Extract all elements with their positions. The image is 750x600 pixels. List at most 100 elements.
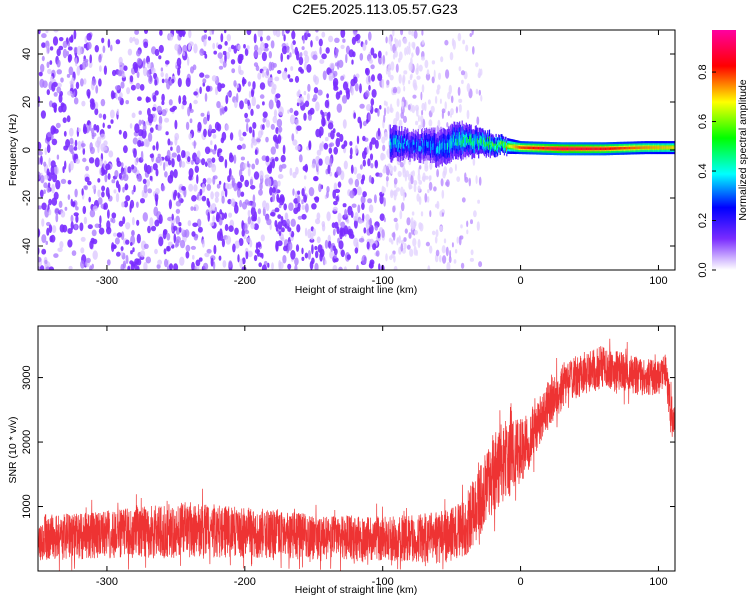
spectrogram-noise-cell	[362, 135, 366, 142]
spectrogram-signal-cell	[400, 143, 402, 149]
spectrogram-signal-cell	[512, 145, 515, 149]
spectrogram-signal-cell	[602, 147, 604, 150]
spectrogram-noise-cell	[353, 112, 357, 119]
spectrogram-signal-cell	[391, 142, 393, 150]
spectrogram-noise-cell	[238, 129, 242, 138]
spectrogram-signal-cell	[407, 139, 409, 145]
spectrogram-signal-cell	[520, 146, 522, 149]
spectrogram-noise-cell	[209, 163, 215, 168]
spectrogram-signal-cell	[556, 147, 558, 150]
spectrogram-fade-cell	[415, 67, 419, 75]
spectrogram-fade-cell	[466, 220, 469, 228]
spectrogram-fade-cell	[408, 80, 411, 85]
spectrogram-fade-cell	[406, 217, 411, 226]
spectrogram-fade-cell	[421, 84, 425, 93]
spectrogram-noise-cell	[265, 155, 270, 163]
snr-y-tick-label: 3000	[21, 365, 33, 389]
spectrogram-signal-cell	[405, 142, 407, 148]
spectrogram-signal-cell	[589, 147, 591, 150]
spectrogram-noise-cell	[269, 223, 272, 231]
spectrogram-noise-cell	[43, 189, 46, 194]
spectrogram-signal-cell	[536, 146, 538, 150]
spectrogram-signal-cell	[503, 145, 505, 149]
spectrogram-noise-cell	[146, 61, 152, 69]
spectrogram-fade-cell	[448, 167, 453, 174]
spectrogram-fade-cell	[403, 70, 408, 75]
spectrogram-signal-cell	[651, 146, 653, 149]
spectrogram-noise-cell	[199, 48, 205, 56]
spectrogram-noise-cell	[98, 227, 105, 235]
spectrogram-noise-cell	[107, 38, 111, 48]
spectrogram-noise-cell	[303, 90, 307, 96]
spectrogram-noise-cell	[143, 138, 148, 147]
spectrogram-noise-cell	[244, 112, 249, 119]
spectrogram-noise-cell	[308, 187, 315, 197]
spectrogram-noise-cell	[334, 37, 340, 43]
spectrogram-noise-cell	[47, 68, 52, 75]
spectrogram-noise-cell	[67, 90, 73, 96]
spectrogram-noise-cell	[372, 243, 377, 251]
spectrogram-noise-cell	[160, 71, 164, 78]
spectrogram-noise-cell	[227, 175, 231, 183]
spectrogram-noise-cell	[268, 51, 272, 59]
spectrogram-signal-cell	[427, 141, 429, 148]
spectrogram-noise-cell	[40, 110, 47, 119]
spectrogram-noise-cell	[182, 95, 187, 103]
spectrogram-noise-cell	[217, 44, 223, 50]
spectrogram-fade-cell	[439, 225, 443, 232]
spectrogram-noise-cell	[328, 72, 334, 80]
spectrogram-noise-cell	[335, 47, 339, 57]
spectrogram-noise-cell	[211, 157, 216, 163]
spectrogram-noise-cell	[218, 255, 222, 261]
spectrogram-noise-cell	[277, 180, 281, 187]
spectrogram-noise-cell	[99, 133, 106, 140]
spectrogram-signal-cell	[531, 146, 533, 150]
spectrogram-noise-cell	[325, 47, 330, 54]
spectrogram-noise-cell	[301, 204, 306, 210]
spectrogram-noise-cell	[61, 103, 67, 113]
spectrogram-fade-cell	[470, 249, 474, 256]
spectrogram-noise-cell	[253, 254, 258, 262]
spectrogram-noise-cell	[287, 74, 291, 79]
spectrogram-noise-cell	[257, 72, 262, 80]
spectrogram-signal-cell	[515, 145, 517, 149]
spectrogram-noise-cell	[182, 51, 186, 57]
spectrogram-signal-cell	[507, 144, 510, 148]
spectrogram-noise-cell	[49, 46, 54, 51]
spectrogram-noise-cell	[53, 30, 59, 33]
spectrogram-signal-cell	[575, 147, 577, 150]
spectrogram-fade-cell	[383, 153, 386, 160]
spectrogram-fade-cell	[385, 51, 388, 56]
spectrogram-noise-cell	[368, 58, 373, 64]
spectrogram-noise-cell	[74, 139, 78, 147]
spectrogram-signal-cell	[416, 142, 418, 148]
spectrogram-signal-cell	[527, 146, 529, 149]
spectrogram-noise-cell	[70, 221, 74, 231]
spectrogram-signal-cell	[671, 146, 673, 149]
spectrogram-noise-cell	[311, 203, 317, 210]
spectrogram-noise-cell	[267, 77, 274, 82]
spectrogram-noise-cell	[336, 166, 342, 176]
spectrogram-x-tick-label: -300	[96, 275, 118, 287]
spectrogram-signal-cell	[509, 144, 511, 148]
spectrogram-noise-cell	[80, 143, 86, 148]
spectrogram-noise-cell	[158, 115, 163, 125]
spectrogram-noise-cell	[175, 208, 181, 214]
spectrogram-noise-cell	[379, 213, 385, 221]
spectrogram-noise-cell	[152, 106, 157, 112]
spectrogram-noise-cell	[187, 220, 192, 227]
spectrogram-noise-cell	[327, 234, 331, 243]
spectrogram-noise-cell	[240, 156, 245, 161]
spectrogram-noise-cell	[62, 48, 68, 59]
spectrogram-noise-cell	[286, 46, 290, 53]
spectrogram-noise-cell	[168, 99, 173, 106]
spectrogram-signal-cell	[396, 138, 398, 145]
spectrogram-noise-cell	[356, 173, 362, 180]
spectrogram-noise-cell	[120, 81, 125, 89]
spectrogram-noise-cell	[346, 90, 350, 100]
spectrogram-signal-cell	[584, 147, 586, 150]
spectrogram-noise-cell	[341, 144, 346, 150]
spectrogram-noise-cell	[311, 244, 314, 255]
spectrogram-signal-cell	[423, 143, 425, 150]
spectrogram-fade-cell	[477, 199, 480, 204]
